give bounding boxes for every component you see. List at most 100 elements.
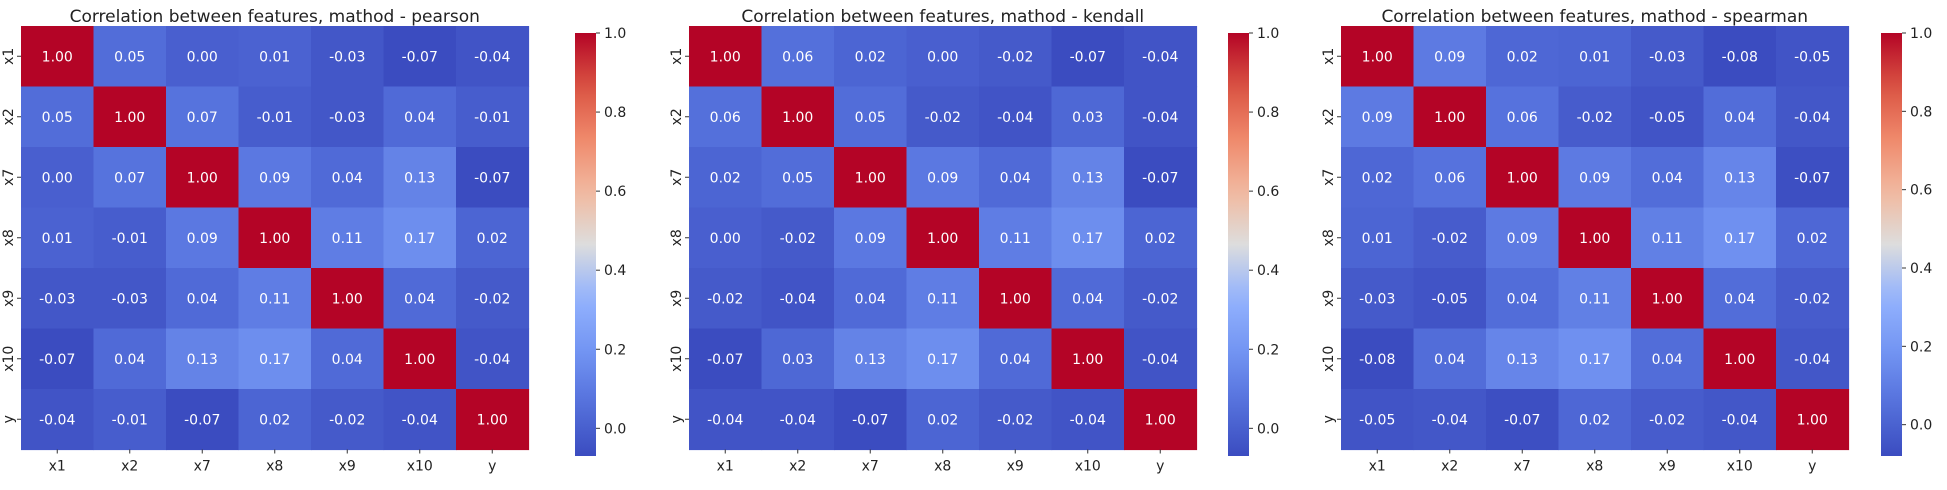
heatmap-cell [906,86,980,148]
colorbar-tick-label: 0.6 [1910,183,1932,199]
heatmap-cell [1413,268,1487,330]
cell-value-label: 0.00 [187,49,218,65]
heatmap-cell [383,207,457,269]
heatmap-cell [1703,147,1777,209]
cell-value-label: 0.04 [187,291,218,307]
cell-value-label: -0.03 [112,291,148,307]
cell-value-label: 0.05 [42,110,73,126]
heatmap-cell [1341,328,1415,390]
cell-value-label: 0.02 [1145,231,1176,247]
heatmap-cell [1051,147,1125,209]
cell-value-label: -0.07 [39,352,75,368]
cell-value-label: 0.07 [114,170,145,186]
cell-value-label: 0.13 [855,352,886,368]
heatmap-cell [906,389,980,451]
cell-value-label: 0.11 [259,291,290,307]
y-tick-label: x1 [669,48,685,65]
cell-value-label: 0.01 [1362,231,1393,247]
heatmap-cell [834,207,908,269]
cell-value-label: -0.04 [39,412,75,428]
cell-value-label: -0.02 [474,291,510,307]
y-tick-label: x10 [1,346,17,372]
heatmap-cell [834,147,908,209]
colorbar-tick-label: 0.8 [604,105,626,121]
cell-value-label: 0.09 [1507,231,1538,247]
cell-value-label: 0.03 [782,352,813,368]
heatmap-cell [1703,26,1777,88]
heatmap-cell [1413,328,1487,390]
heatmap-cell [166,26,240,88]
cell-value-label: 0.11 [332,231,363,247]
heatmap-cell [383,328,457,390]
heatmap-cell [689,207,763,269]
heatmap-cell [1124,207,1198,269]
heatmap-cell [1776,207,1850,269]
heatmap-cell [21,389,95,451]
heatmap-cell [1124,147,1198,209]
y-tick-label: y [1,415,17,423]
cell-value-label: -0.02 [997,412,1033,428]
x-tick-label: x2 [1441,459,1458,475]
cell-value-label: 0.02 [259,412,290,428]
cell-value-label: 0.09 [927,170,958,186]
cell-value-label: 0.13 [1724,170,1755,186]
cell-value-label: 0.04 [1652,170,1683,186]
heatmap-cell [1486,207,1560,269]
heatmap-cell [979,328,1053,390]
colorbar-tick-label: 0.4 [1257,263,1279,279]
cell-value-label: 0.13 [1072,170,1103,186]
heatmap-cell [1558,389,1632,451]
cell-value-label: 0.05 [782,170,813,186]
x-tick-label: y [488,459,496,475]
heatmap-cell [834,26,908,88]
y-tick-label: x1 [1,48,17,65]
y-tick-label: y [669,415,685,423]
heatmap-cell [311,328,385,390]
heatmap-cell [311,147,385,209]
cell-value-label: 1.00 [1145,412,1176,428]
cell-value-label: 1.00 [927,231,958,247]
cell-value-label: 0.01 [259,49,290,65]
heatmap-cell [906,147,980,209]
heatmap-cell [1051,268,1125,330]
cell-value-label: 0.13 [404,170,435,186]
heatmap-cell [383,147,457,209]
x-tick-label: x2 [121,459,138,475]
cell-value-label: 1.00 [477,412,508,428]
heatmap-cell [1341,268,1415,330]
x-tick-label: x8 [266,459,283,475]
cell-value-label: 0.06 [1434,170,1465,186]
cell-value-label: -0.08 [1359,352,1395,368]
chart-title: Correlation between features, mathod - s… [1381,7,1808,27]
cell-value-label: -0.05 [1649,110,1685,126]
colorbar-tick-label: 0.4 [1910,261,1932,277]
cell-value-label: 1.00 [1724,352,1755,368]
cell-value-label: 1.00 [1434,110,1465,126]
cell-value-label: 0.04 [1000,170,1031,186]
cell-value-label: -0.04 [1794,352,1830,368]
cell-value-label: 0.04 [1724,110,1755,126]
heatmap-cell [93,147,167,209]
heatmap-cell [1124,26,1198,88]
cell-value-label: -0.02 [997,49,1033,65]
heatmap-cell [1124,389,1198,451]
heatmap-cell [311,207,385,269]
cell-value-label: 0.09 [1579,170,1610,186]
heatmap-cell [1558,147,1632,209]
heatmap-cell [1703,268,1777,330]
cell-value-label: 1.00 [1000,291,1031,307]
heatmap-cell [166,207,240,269]
heatmap-cell [1776,268,1850,330]
heatmap-cell [238,26,312,88]
cell-value-label: 0.04 [1724,291,1755,307]
heatmap-cell [93,207,167,269]
heatmap-cell [456,207,530,269]
heatmap-cell [1486,26,1560,88]
y-tick-label: x2 [1,108,17,125]
heatmap-cell [1341,86,1415,148]
heatmap-cell [21,26,95,88]
cell-value-label: -0.07 [474,170,510,186]
cell-value-label: 1.00 [1507,170,1538,186]
cell-value-label: -0.07 [1794,170,1830,186]
